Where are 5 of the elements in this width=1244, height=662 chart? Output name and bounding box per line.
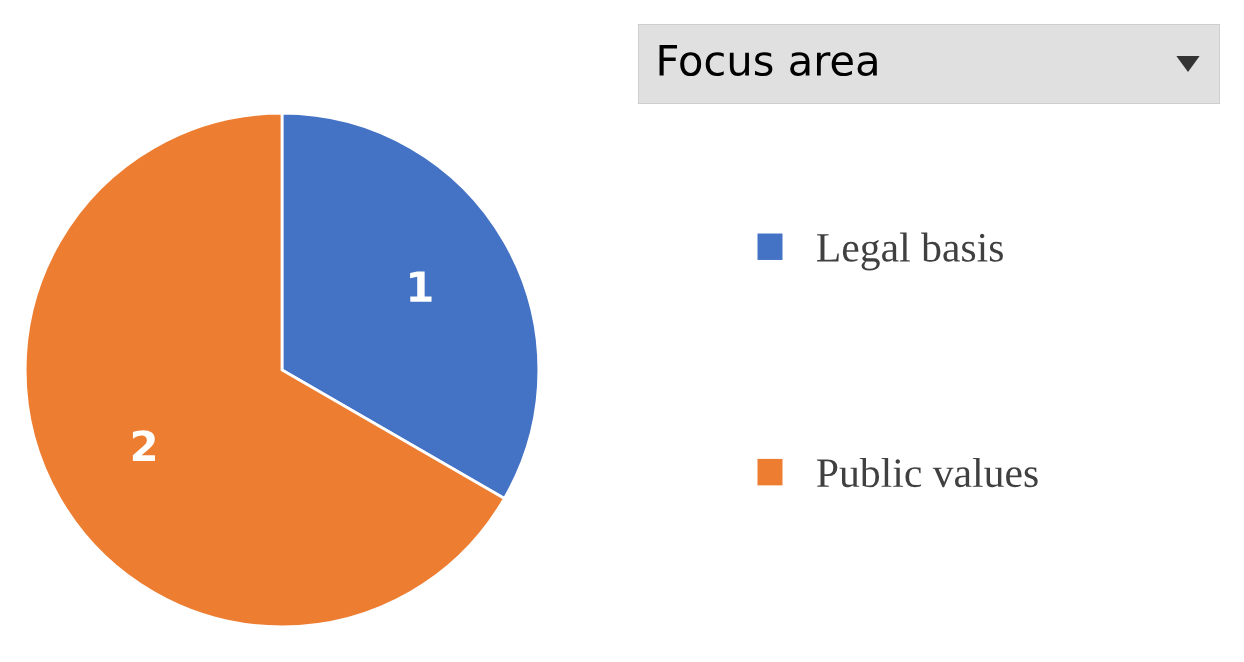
legend-title: Focus area	[659, 45, 877, 77]
legend-label: Public values	[817, 457, 1038, 488]
data-label: 2	[132, 430, 155, 462]
data-label: 1	[410, 271, 432, 302]
legend-label: Legal basis	[817, 232, 1003, 271]
